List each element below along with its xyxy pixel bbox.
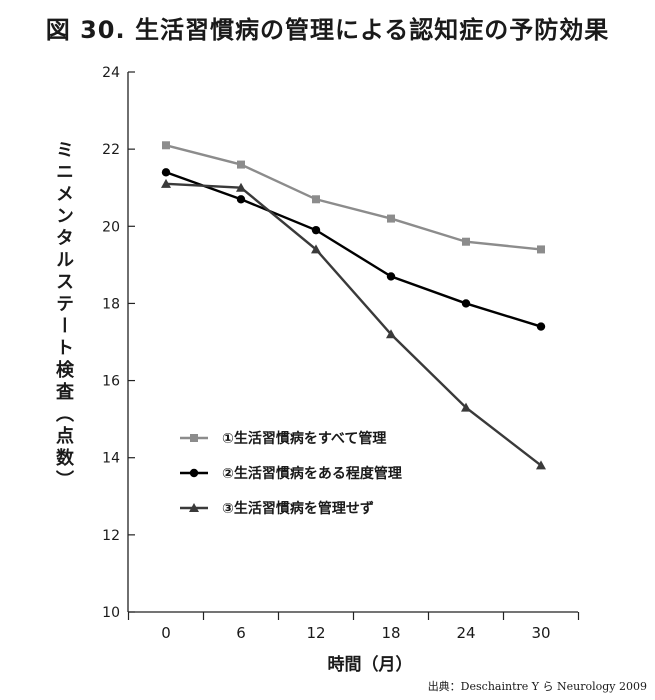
legend-marker (189, 503, 199, 512)
x-tick-label: 24 (456, 624, 475, 642)
data-point (237, 160, 245, 169)
series-2 (161, 168, 546, 331)
data-point (162, 141, 170, 150)
x-tick-label: 18 (381, 624, 400, 642)
data-point (161, 168, 171, 177)
y-tick-label: 10 (102, 605, 120, 621)
legend: ①生活習慣病をすべて管理 ②生活習慣病をある程度管理 ③生活習慣病を管理せず (180, 430, 402, 517)
legend-item: ①生活習慣病をすべて管理 (180, 430, 386, 447)
series-line (165, 182, 542, 467)
legend-label: ②生活習慣病をある程度管理 (222, 465, 402, 482)
legend-item: ③生活習慣病を管理せず (180, 500, 374, 517)
data-point (236, 182, 246, 192)
y-tick-label: 14 (102, 451, 120, 467)
data-point (386, 272, 396, 281)
axes: 10 12 14 16 18 20 22 24 0 6 12 18 24 30 時間（月） (102, 65, 580, 675)
y-tick-label: 20 (102, 219, 120, 235)
legend-item: ②生活習慣病をある程度管理 (180, 465, 402, 482)
data-point (311, 225, 321, 235)
data-point (161, 178, 171, 188)
data-point (312, 195, 320, 204)
y-tick-label: 18 (102, 296, 120, 312)
y-tick-label: 22 (102, 142, 120, 158)
data-point (536, 322, 546, 331)
x-tick-label: 0 (161, 624, 171, 642)
data-point (311, 244, 321, 254)
y-tick-label: 12 (102, 528, 120, 544)
legend-label: ①生活習慣病をすべて管理 (222, 430, 386, 447)
y-tick-label: 16 (102, 374, 120, 390)
x-tick-label: 6 (236, 624, 246, 642)
x-axis-label: 時間（月） (328, 654, 413, 675)
y-axis-label: ミニメンタルステート検査（点数） (53, 140, 74, 492)
data-point (461, 299, 471, 308)
data-point (462, 237, 470, 246)
chart-title: 図 30. 生活習慣病の管理による認知症の予防効果 (45, 16, 610, 44)
legend-label: ③生活習慣病を管理せず (222, 500, 374, 517)
x-tick-label: 12 (306, 624, 325, 642)
data-point (537, 245, 545, 254)
source-citation: 出典：Deschaintre Y ら Neurology 2009 (427, 680, 647, 693)
series-3 (161, 178, 546, 470)
data-point (387, 214, 395, 223)
series-group (161, 141, 546, 470)
legend-marker (189, 468, 199, 478)
data-point (461, 402, 471, 412)
data-point (236, 195, 246, 204)
y-tick-label: 24 (102, 65, 120, 81)
legend-marker (190, 434, 198, 442)
x-tick-label: 30 (531, 624, 550, 642)
data-point (536, 460, 546, 470)
series-line (165, 171, 542, 328)
series-1 (162, 141, 545, 254)
series-line (165, 144, 542, 251)
data-point (386, 329, 396, 339)
